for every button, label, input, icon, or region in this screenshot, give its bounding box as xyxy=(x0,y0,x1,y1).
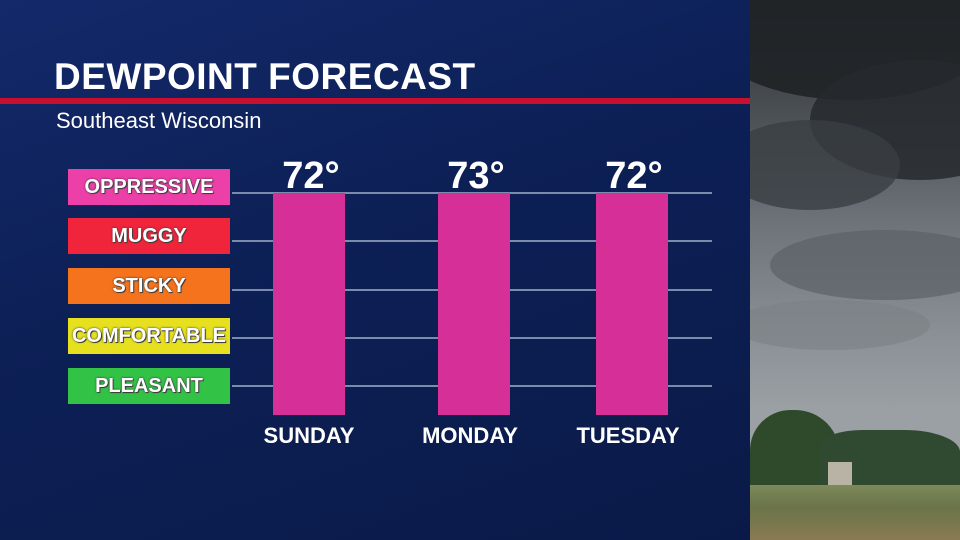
legend-pleasant: PLEASANT xyxy=(68,368,230,404)
value-label: 72° xyxy=(605,155,662,197)
value-label: 73° xyxy=(447,155,504,197)
page-subtitle: Southeast Wisconsin xyxy=(56,108,262,133)
category-label: TUESDAY xyxy=(576,423,679,448)
title-underline xyxy=(0,98,750,104)
legend-comfortable: COMFORTABLE xyxy=(68,318,230,354)
category-label: SUNDAY xyxy=(264,423,355,448)
bar-tuesday xyxy=(596,193,668,415)
legend-muggy: MUGGY xyxy=(68,218,230,254)
bar-sunday xyxy=(273,193,345,415)
category-label: MONDAY xyxy=(422,423,518,448)
legend-sticky: STICKY xyxy=(68,268,230,304)
dewpoint-chart: 72° SUNDAY 73° MONDAY 72° TUESDAY xyxy=(232,155,712,448)
legend-oppressive: OPPRESSIVE xyxy=(68,169,230,205)
field xyxy=(750,485,960,540)
value-label: 72° xyxy=(282,155,339,197)
forecast-panel: DEWPOINT FORECAST Southeast Wisconsin OP… xyxy=(0,0,750,540)
page-title: DEWPOINT FORECAST xyxy=(54,56,476,97)
bar-monday xyxy=(438,193,510,415)
storm-sky-photo xyxy=(750,0,960,540)
